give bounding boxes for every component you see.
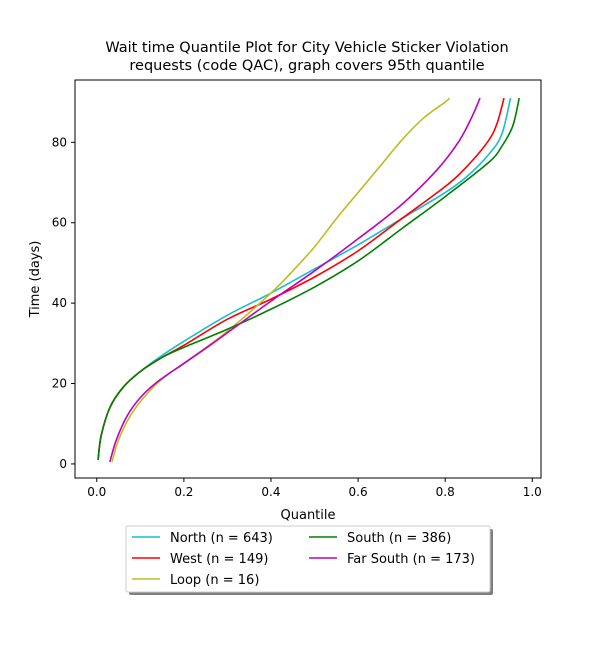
y-tick-label: 40 <box>52 296 67 310</box>
series-line-4 <box>109 97 481 463</box>
legend-box <box>125 525 491 593</box>
legend-label: Loop (n = 16) <box>170 573 259 588</box>
legend-label: South (n = 386) <box>347 531 451 546</box>
y-tick-label: 80 <box>52 135 67 149</box>
legend-items: North (n = 643) West (n = 149) Loop (n = 1… <box>132 531 475 588</box>
x-axis-label: Quantile <box>281 508 336 523</box>
series-line-3 <box>97 97 520 461</box>
y-axis-ticks: 0 20 40 60 80 <box>52 135 75 471</box>
x-tick-label: 0.0 <box>87 485 106 499</box>
legend-label: North (n = 643) <box>170 531 273 546</box>
x-tick-label: 0.2 <box>174 485 193 499</box>
axes-frame <box>74 79 542 479</box>
chart-title-line2: requests (code QAC), graph covers 95th q… <box>129 58 484 74</box>
x-tick-label: 1.0 <box>523 485 542 499</box>
y-tick-label: 0 <box>59 457 67 471</box>
y-tick-label: 20 <box>52 377 67 391</box>
series-line-2 <box>111 97 451 463</box>
legend-label: Far South (n = 173) <box>347 552 475 567</box>
y-tick-label: 60 <box>52 216 67 230</box>
plot-area: 0.0 0.2 0.4 0.6 0.8 1.0 0 20 40 60 80 <box>52 79 542 499</box>
y-axis-label: Time (days) <box>28 241 43 319</box>
x-tick-label: 0.6 <box>349 485 368 499</box>
x-tick-label: 0.8 <box>436 485 455 499</box>
legend: North (n = 643) West (n = 149) Loop (n = 1… <box>125 525 493 595</box>
x-axis-ticks: 0.0 0.2 0.4 0.6 0.8 1.0 <box>87 478 542 499</box>
legend-label: West (n = 149) <box>170 552 268 567</box>
series-line-1 <box>97 97 505 461</box>
series-group <box>97 97 520 463</box>
chart-title-line1: Wait time Quantile Plot for City Vehicle… <box>105 40 508 56</box>
x-tick-label: 0.4 <box>261 485 280 499</box>
